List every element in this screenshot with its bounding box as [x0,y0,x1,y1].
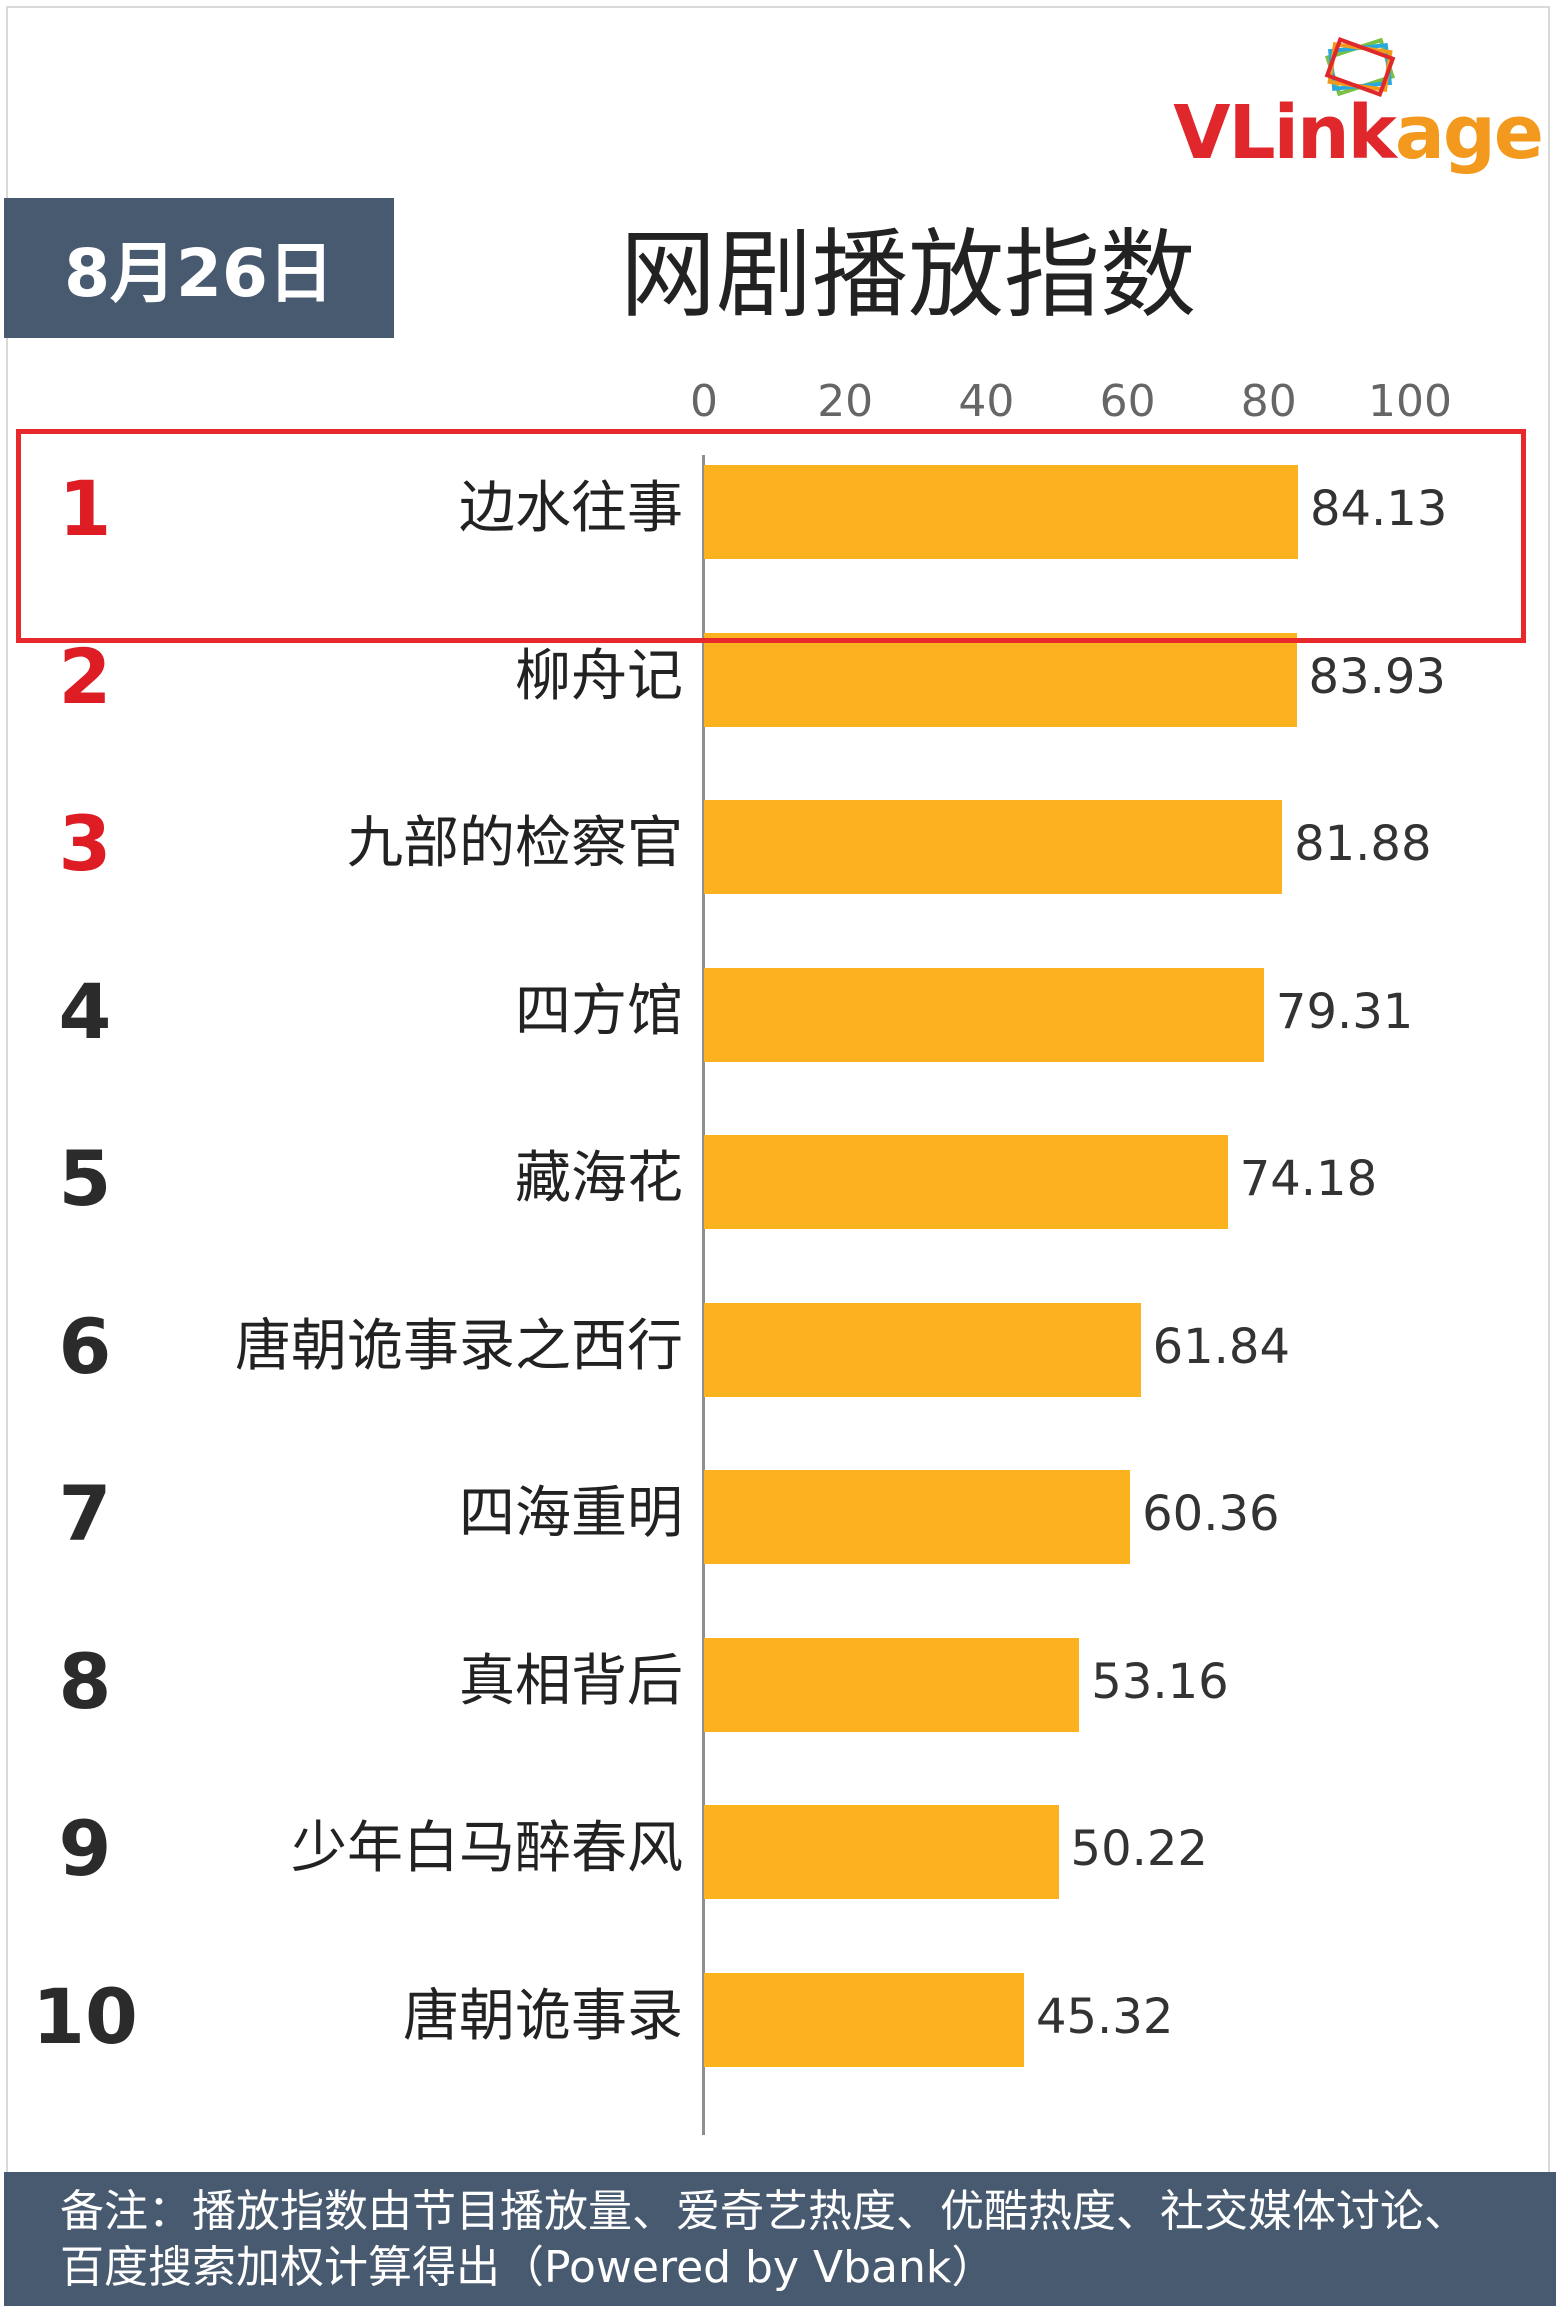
value-label: 74.18 [1239,1151,1378,1207]
bar [704,800,1283,894]
bar [704,1135,1228,1229]
rank-number: 9 [58,1804,112,1893]
date-label: 8月26日 [64,235,334,312]
value-label: 45.32 [1035,1988,1174,2045]
rank-number: 7 [58,1469,112,1558]
top-item-highlight-box [16,429,1526,643]
rank-number: 1 [58,464,112,553]
y-axis-line [702,455,705,2135]
value-label: 60.36 [1142,1486,1280,1542]
bar-row: 9 少年白马醉春风 50.22 [0,1765,1560,1933]
bar [704,632,1297,727]
bar-row: 1 边水往事 84.13 [0,425,1560,593]
value-label: 53.16 [1091,1653,1229,1710]
x-tick-label: 0 [690,376,718,427]
rank-number: 10 [32,1971,138,2061]
bar [704,1805,1059,1899]
footer-note: 备注：播放指数由节目播放量、爱奇艺热度、优酷热度、社交媒体讨论、百度搜索加权计算… [4,2172,1556,2306]
rank-number: 6 [58,1301,112,1391]
bar-row: 10 唐朝诡事录 45.32 [0,1933,1560,2101]
x-tick-label: 40 [958,376,1015,427]
bar-row: 8 真相背后 53.16 [0,1598,1560,1766]
category-label: 四海重明 [459,1481,683,1546]
logo-wordmark: VLinkage [1173,90,1544,176]
bar-row: 2 柳舟记 83.93 [0,593,1560,761]
rank-number: 8 [58,1636,112,1726]
category-label: 真相背后 [459,1648,683,1714]
x-tick-label: 80 [1240,376,1297,427]
bar [704,1470,1131,1564]
bar [704,465,1298,559]
bar-row: 7 四海重明 60.36 [0,1430,1560,1598]
logo-cards-icon [1324,37,1396,97]
category-label: 四方馆 [515,978,683,1044]
rank-number: 2 [58,631,112,721]
bar [704,967,1264,1062]
category-label: 少年白马醉春风 [291,1816,683,1881]
bar-row: 3 九部的检察官 81.88 [0,760,1560,928]
x-tick-label: 20 [817,376,874,427]
x-tick-label: 60 [1099,376,1156,427]
bar-row: 4 四方馆 79.31 [0,928,1560,1096]
value-label: 50.22 [1070,1821,1208,1877]
rank-number: 4 [58,966,112,1056]
bar [704,1972,1024,2067]
value-label: 79.31 [1275,983,1414,1040]
vlinkage-logo: VLinkage [1173,30,1544,170]
category-label: 柳舟记 [515,643,683,709]
bar [704,1637,1080,1732]
category-label: 唐朝诡事录之西行 [235,1313,683,1379]
x-tick-label: 100 [1368,376,1452,427]
chart-title: 网剧播放指数 [620,219,1196,331]
category-label: 藏海花 [515,1146,683,1211]
value-label: 81.88 [1294,816,1432,872]
bar-row: 6 唐朝诡事录之西行 61.84 [0,1263,1560,1431]
value-label: 83.93 [1308,648,1446,705]
value-label: 61.84 [1152,1318,1290,1375]
category-label: 九部的检察官 [347,811,683,876]
bar [704,1302,1141,1397]
value-label: 84.13 [1309,481,1448,537]
rank-number: 5 [58,1134,112,1223]
rank-number: 3 [58,799,112,888]
bar-row: 5 藏海花 74.18 [0,1095,1560,1263]
category-label: 唐朝诡事录 [403,1983,683,2049]
category-label: 边水往事 [459,476,683,541]
date-badge: 8月26日 [4,198,394,338]
